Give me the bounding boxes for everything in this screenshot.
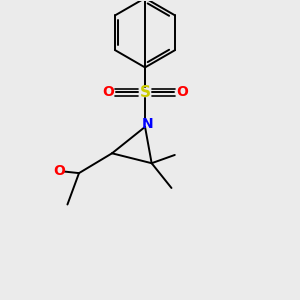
Text: S: S bbox=[140, 85, 151, 100]
Text: O: O bbox=[53, 164, 65, 178]
Text: N: N bbox=[142, 117, 154, 131]
Text: O: O bbox=[102, 85, 114, 99]
Text: O: O bbox=[176, 85, 188, 99]
